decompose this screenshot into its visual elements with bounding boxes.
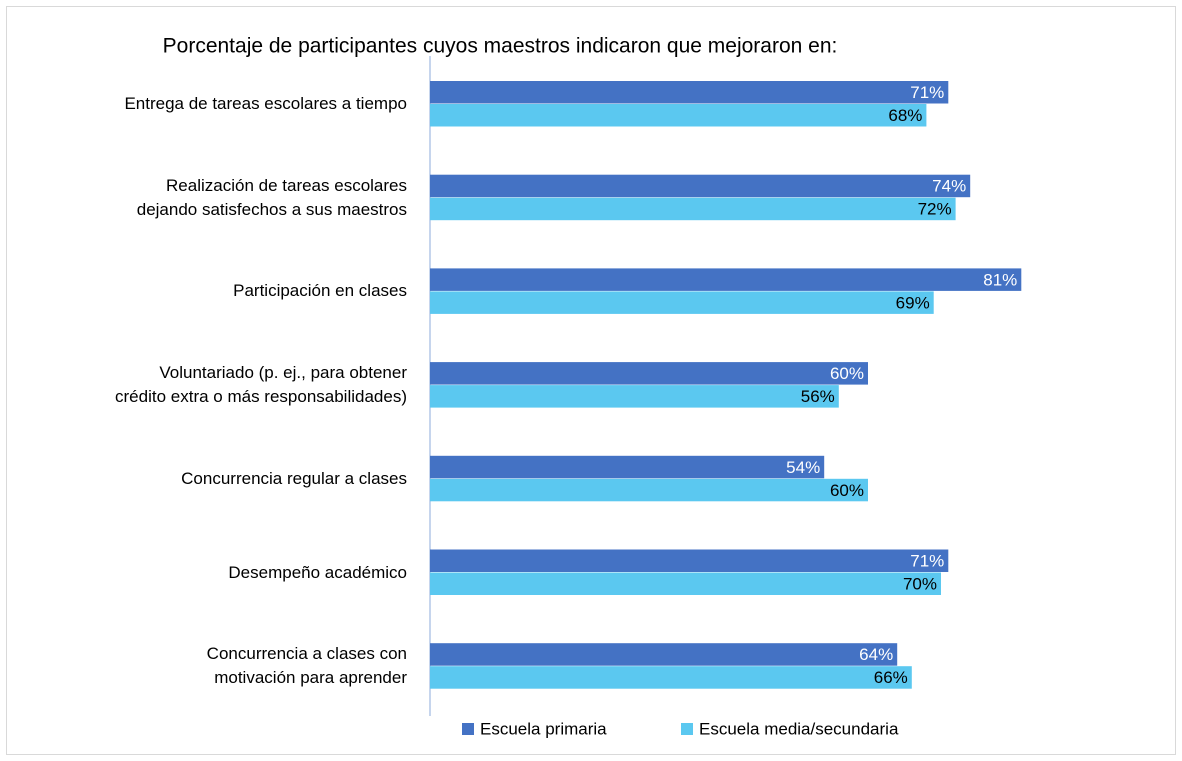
bar	[430, 385, 839, 408]
bar	[430, 268, 1022, 291]
category-label: Realización de tareas escolares dejando …	[136, 175, 407, 219]
legend-swatch	[462, 723, 474, 735]
value-label: 81%	[983, 270, 1017, 289]
value-label: 71%	[910, 83, 944, 102]
value-label: 68%	[888, 106, 922, 125]
category-label: Participación en clases	[233, 281, 407, 301]
value-label: 66%	[874, 668, 908, 687]
chart-title: Porcentaje de participantes cuyos maestr…	[163, 35, 838, 58]
bar	[430, 572, 941, 595]
legend-swatch	[681, 723, 693, 735]
bar	[430, 174, 971, 198]
value-label: 54%	[786, 458, 820, 477]
value-label: 56%	[801, 387, 835, 406]
bar	[430, 549, 949, 572]
category-label: Desempeño académico	[228, 562, 407, 582]
category-label: Concurrencia regular a clases	[181, 468, 407, 488]
bar	[430, 104, 927, 127]
value-label: 72%	[918, 200, 952, 219]
bar	[430, 81, 949, 104]
bar	[430, 197, 956, 221]
bar	[430, 455, 825, 479]
legend-label: Escuela media/secundaria	[699, 719, 899, 738]
bar	[430, 666, 912, 689]
value-label: 71%	[910, 551, 944, 570]
value-label: 60%	[830, 364, 864, 383]
bar	[430, 643, 898, 666]
bar	[430, 478, 868, 502]
value-label: 64%	[859, 645, 893, 664]
value-label: 69%	[896, 293, 930, 312]
value-label: 70%	[903, 574, 937, 593]
value-label: 60%	[830, 481, 864, 500]
category-label: Concurrencia a clases con motivación par…	[206, 644, 407, 688]
value-label: 74%	[932, 177, 966, 196]
chart-border	[6, 6, 1176, 755]
category-label: Entrega de tareas escolares a tiempo	[124, 94, 407, 113]
legend-label: Escuela primaria	[480, 719, 607, 738]
bar	[430, 291, 934, 314]
bar	[430, 362, 868, 385]
category-label: Voluntariado (p. ej., para obtener crédi…	[115, 363, 407, 407]
